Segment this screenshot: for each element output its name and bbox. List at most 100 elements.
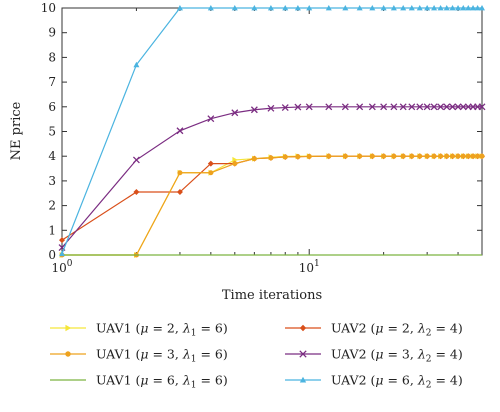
data-point bbox=[424, 5, 431, 11]
data-point bbox=[251, 5, 258, 11]
data-point bbox=[267, 5, 274, 11]
data-point bbox=[176, 189, 183, 196]
data-point bbox=[455, 153, 461, 159]
y-tick-label: 2 bbox=[48, 199, 56, 213]
data-point bbox=[231, 5, 238, 11]
data-point bbox=[390, 5, 397, 11]
y-tick-label: 6 bbox=[48, 100, 56, 114]
data-point bbox=[177, 170, 183, 176]
data-point bbox=[325, 5, 332, 11]
data-point bbox=[133, 61, 140, 68]
data-point bbox=[459, 103, 467, 111]
data-point bbox=[282, 5, 289, 11]
data-point bbox=[409, 153, 415, 159]
legend-label: UAV1 (μ = 3, λ1 = 6) bbox=[96, 347, 228, 365]
data-point bbox=[207, 115, 215, 123]
y-tick-label: 5 bbox=[48, 125, 56, 139]
legend-item: UAV1 (μ = 2, λ1 = 6) bbox=[50, 321, 228, 339]
series-line bbox=[61, 106, 482, 248]
data-point bbox=[299, 324, 307, 332]
data-point bbox=[268, 155, 274, 161]
data-point bbox=[390, 103, 398, 111]
y-axis-title: NE price bbox=[9, 101, 24, 160]
legend-item: UAV2 (μ = 2, λ2 = 4) bbox=[285, 321, 463, 339]
legend-label: UAV2 (μ = 6, λ2 = 4) bbox=[331, 373, 463, 391]
legend-item: UAV2 (μ = 6, λ2 = 4) bbox=[285, 373, 463, 391]
data-point bbox=[444, 153, 450, 159]
data-point bbox=[423, 103, 431, 111]
series-1 bbox=[59, 153, 485, 258]
legend-item: UAV1 (μ = 3, λ1 = 6) bbox=[50, 347, 228, 365]
data-point bbox=[449, 103, 456, 111]
data-point bbox=[443, 103, 451, 111]
data-point bbox=[267, 104, 275, 112]
data-point bbox=[400, 153, 406, 159]
data-point bbox=[408, 5, 415, 11]
data-point bbox=[281, 104, 289, 112]
data-point bbox=[474, 5, 481, 11]
data-point bbox=[341, 103, 349, 111]
data-point bbox=[325, 103, 333, 111]
data-point bbox=[465, 153, 471, 159]
data-point bbox=[231, 109, 239, 117]
data-point bbox=[369, 5, 376, 11]
series-4 bbox=[58, 103, 486, 252]
data-point bbox=[208, 170, 214, 176]
data-point bbox=[294, 5, 301, 11]
data-point bbox=[59, 250, 65, 257]
data-point bbox=[132, 156, 140, 164]
data-point bbox=[449, 5, 456, 11]
data-point bbox=[460, 153, 466, 159]
data-point bbox=[478, 103, 486, 111]
data-point bbox=[431, 153, 437, 159]
data-point bbox=[381, 153, 387, 159]
data-point bbox=[250, 106, 258, 114]
data-point bbox=[342, 5, 349, 11]
data-point bbox=[437, 103, 445, 111]
data-point bbox=[437, 5, 444, 11]
data-point bbox=[306, 5, 313, 11]
series-line bbox=[61, 7, 482, 254]
data-point bbox=[443, 5, 450, 11]
x-tick-label: 101 bbox=[299, 259, 320, 275]
data-point bbox=[305, 103, 313, 111]
ticks-layer: 0 1 2 3 4 5 6 7 8 9 10 100 101 bbox=[41, 1, 483, 275]
data-point bbox=[449, 153, 456, 159]
data-point bbox=[454, 103, 462, 111]
y-tick-label: 8 bbox=[48, 50, 56, 64]
legend-label: UAV1 (μ = 6, λ1 = 6) bbox=[96, 373, 228, 391]
data-point bbox=[438, 153, 444, 159]
y-tick-label: 1 bbox=[48, 223, 56, 237]
data-point bbox=[299, 376, 307, 383]
data-point bbox=[282, 154, 288, 160]
legend: UAV1 (μ = 2, λ1 = 6) UAV2 (μ = 2, λ2 = 4)… bbox=[50, 321, 463, 391]
plot-frame bbox=[61, 7, 483, 256]
data-point bbox=[424, 153, 430, 159]
data-point bbox=[369, 153, 375, 159]
data-point bbox=[342, 153, 348, 159]
legend-item: UAV1 (μ = 6, λ1 = 6) bbox=[50, 373, 228, 391]
y-tick-label: 0 bbox=[48, 248, 56, 262]
data-point bbox=[65, 324, 72, 332]
data-point bbox=[380, 5, 387, 11]
data-point bbox=[417, 153, 423, 159]
data-point bbox=[465, 5, 472, 11]
series-2 bbox=[59, 153, 485, 244]
data-point bbox=[207, 160, 214, 167]
data-point bbox=[470, 5, 477, 11]
data-point bbox=[470, 153, 476, 159]
data-point bbox=[133, 189, 140, 196]
data-point bbox=[207, 5, 214, 11]
data-point bbox=[460, 5, 467, 11]
data-point bbox=[65, 351, 71, 357]
data-point bbox=[232, 161, 238, 167]
data-point bbox=[391, 153, 397, 159]
data-point bbox=[251, 156, 257, 162]
x-axis-title: Time iterations bbox=[222, 288, 322, 303]
data-point bbox=[408, 103, 416, 111]
y-tick-label: 10 bbox=[41, 1, 56, 15]
data-point bbox=[295, 154, 301, 160]
legend-item: UAV2 (μ = 3, λ2 = 4) bbox=[285, 347, 463, 365]
